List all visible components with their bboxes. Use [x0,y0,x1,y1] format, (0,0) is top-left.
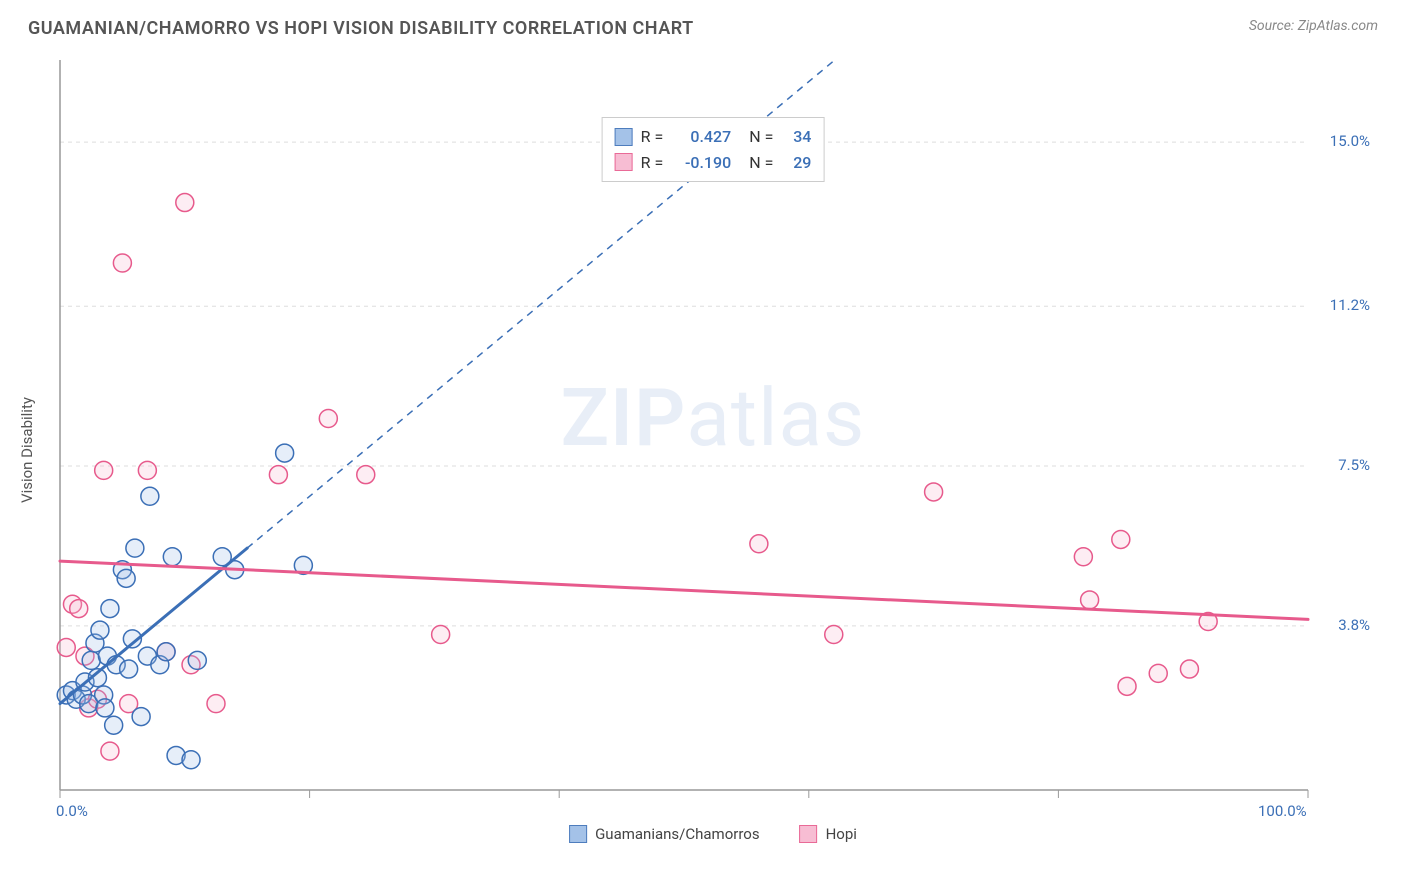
stats-legend: R = 0.427 N = 34 R = -0.190 N = 29 [602,117,825,182]
y-tick-label: 11.2% [1330,296,1370,314]
series-legend-item: Guamanians/Chamorros [569,825,759,843]
x-tick-label: 0.0% [56,802,88,820]
chart-title: GUAMANIAN/CHAMORRO VS HOPI VISION DISABI… [28,18,694,39]
y-tick-label: 7.5% [1338,456,1370,474]
series-name: Guamanians/Chamorros [595,825,759,843]
n-value: 29 [781,150,811,176]
n-value: 34 [781,124,811,150]
n-label: N = [749,124,773,150]
n-label: N = [749,150,773,176]
legend-swatch [800,825,818,843]
legend-swatch [569,825,587,843]
series-legend: Guamanians/Chamorros Hopi [569,825,857,843]
series-name: Hopi [826,825,857,843]
y-tick-label: 3.8% [1338,616,1370,634]
r-label: R = [641,150,664,176]
y-axis-label: Vision Disability [18,397,36,503]
r-value: 0.427 [671,124,731,150]
stats-legend-row: R = 0.427 N = 34 [615,124,812,150]
x-tick-label: 100.0% [1258,802,1307,820]
r-label: R = [641,124,664,150]
y-tick-label: 15.0% [1330,132,1370,150]
source-label: Source: ZipAtlas.com [1249,18,1378,34]
legend-swatch [615,153,633,171]
legend-swatch [615,128,633,146]
series-legend-item: Hopi [800,825,857,843]
plot-area: Vision Disability ZIPatlas R =0.427N =34… [48,55,1378,845]
r-value: -0.190 [671,150,731,176]
stats-legend-row: R = -0.190 N = 29 [615,150,812,176]
